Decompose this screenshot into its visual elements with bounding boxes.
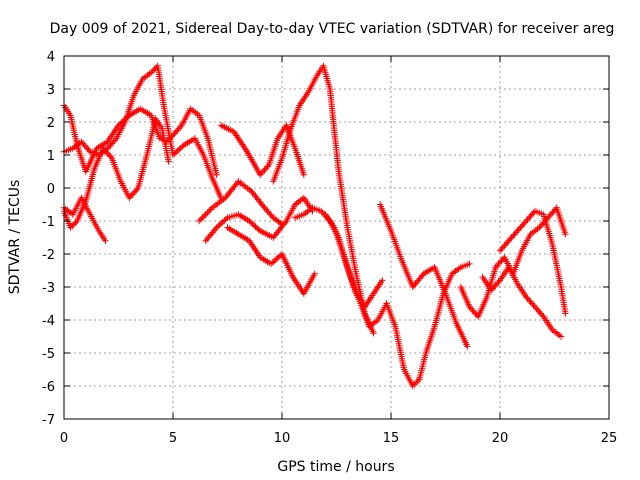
data-series — [60, 62, 569, 390]
satellite-track-10 — [291, 204, 386, 310]
series-markers — [224, 224, 318, 297]
series-markers — [457, 204, 569, 320]
series-markers — [270, 62, 377, 337]
y-tick-label: 4 — [47, 50, 55, 65]
y-tick-label: -5 — [42, 347, 55, 362]
x-tick-label: 25 — [601, 431, 618, 446]
series-line — [294, 206, 383, 309]
satellite-track-3 — [60, 115, 172, 231]
y-tick-label: 0 — [47, 182, 55, 197]
series-markers — [479, 264, 565, 340]
x-tick-label: 20 — [492, 431, 509, 446]
satellite-track-13 — [457, 204, 569, 320]
y-tick-label: -7 — [42, 413, 55, 428]
y-tick-label: 3 — [47, 83, 55, 98]
series-markers — [196, 178, 286, 228]
series-markers — [217, 122, 307, 178]
satellite-track-6 — [202, 194, 316, 244]
y-axis-label: SDTVAR / TECUs — [7, 180, 23, 295]
x-axis-label: GPS time / hours — [277, 459, 394, 475]
satellite-track-15 — [496, 207, 569, 317]
y-tick-label: -6 — [42, 380, 55, 395]
satellite-track-5 — [196, 178, 286, 228]
plot-frame — [63, 55, 610, 420]
satellite-track-2 — [60, 62, 225, 202]
x-tick-label: 10 — [274, 431, 291, 446]
chart-title: Day 009 of 2021, Sidereal Day-to-day VTE… — [50, 21, 615, 37]
series-markers — [291, 204, 386, 310]
series-markers — [202, 194, 316, 244]
y-tick-label: 1 — [47, 149, 55, 164]
axis-ticks: -7 -6 -5 -4 -3 -2 -1 0 1 2 3 4 0 5 10 15 20 25 — [42, 50, 617, 446]
y-tick-label: 2 — [47, 116, 55, 131]
satellite-track-14 — [479, 264, 565, 340]
series-line — [460, 206, 567, 319]
y-tick-label: -4 — [42, 314, 55, 329]
y-tick-label: -1 — [42, 215, 55, 230]
x-tick-label: 5 — [169, 431, 177, 446]
satellite-track-7 — [217, 122, 307, 178]
x-tick-label: 0 — [60, 431, 68, 446]
satellite-track-8 — [224, 224, 318, 297]
satellite-track-9 — [270, 62, 377, 337]
series-markers — [376, 201, 471, 350]
satellite-track-12 — [376, 201, 471, 350]
y-tick-label: -2 — [42, 248, 55, 263]
series-markers — [496, 207, 569, 317]
series-markers — [60, 62, 225, 202]
x-tick-label: 15 — [383, 431, 400, 446]
y-tick-label: -3 — [42, 281, 55, 296]
